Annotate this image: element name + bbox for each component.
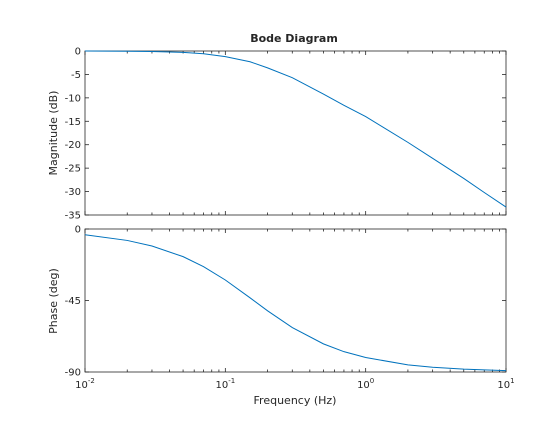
phase-ytick-label: -90: [65, 368, 81, 379]
phase-ytick-label: -45: [65, 296, 81, 307]
x-tick-label: 101: [497, 377, 514, 391]
chart-title: Bode Diagram: [250, 32, 338, 45]
magnitude-ticks: 0 -5 -10 -15 -20 -25 -30 -35: [65, 47, 507, 222]
x-tick-label-base: 10: [357, 380, 370, 391]
x-tick-label-exponent: 0: [370, 377, 374, 385]
phase-ytick-label: 0: [75, 225, 81, 236]
phase-series-line: [84, 234, 507, 372]
x-tick-label-base: 10: [75, 380, 88, 391]
magnitude-panel: 0 -5 -10 -15 -20 -25 -30 -35 Magnitude (dB): [47, 47, 507, 222]
x-tick-label-base: 10: [497, 380, 510, 391]
x-tick-label: 10-1: [215, 377, 235, 391]
x-tick-label: 100: [357, 377, 374, 391]
x-tick-labels: 10-2 10-1 100 101: [75, 377, 514, 391]
magnitude-ytick-label: -30: [65, 187, 81, 198]
magnitude-ytick-label: 0: [75, 47, 81, 58]
magnitude-axes-box: [84, 50, 507, 216]
magnitude-ytick-label: -15: [65, 117, 81, 128]
magnitude-ytick-label: -10: [65, 93, 81, 104]
x-tick-label-exponent: -2: [88, 377, 95, 385]
magnitude-ytick-label: -20: [65, 140, 81, 151]
x-tick-label: 10-2: [75, 377, 95, 391]
magnitude-ytick-label: -35: [65, 211, 81, 222]
x-tick-label-base: 10: [215, 380, 228, 391]
magnitude-series-line: [84, 50, 507, 208]
magnitude-y-axis-label: Magnitude (dB): [47, 91, 60, 176]
x-axis-label: Frequency (Hz): [254, 394, 337, 407]
x-tick-label-exponent: -1: [228, 377, 235, 385]
magnitude-ytick-label: -5: [71, 70, 81, 81]
x-tick-label-exponent: 1: [510, 377, 514, 385]
phase-panel: 0 -45 -90 Phase (deg): [47, 225, 507, 379]
phase-y-axis-label: Phase (deg): [47, 268, 60, 334]
magnitude-ytick-label: -25: [65, 164, 81, 175]
